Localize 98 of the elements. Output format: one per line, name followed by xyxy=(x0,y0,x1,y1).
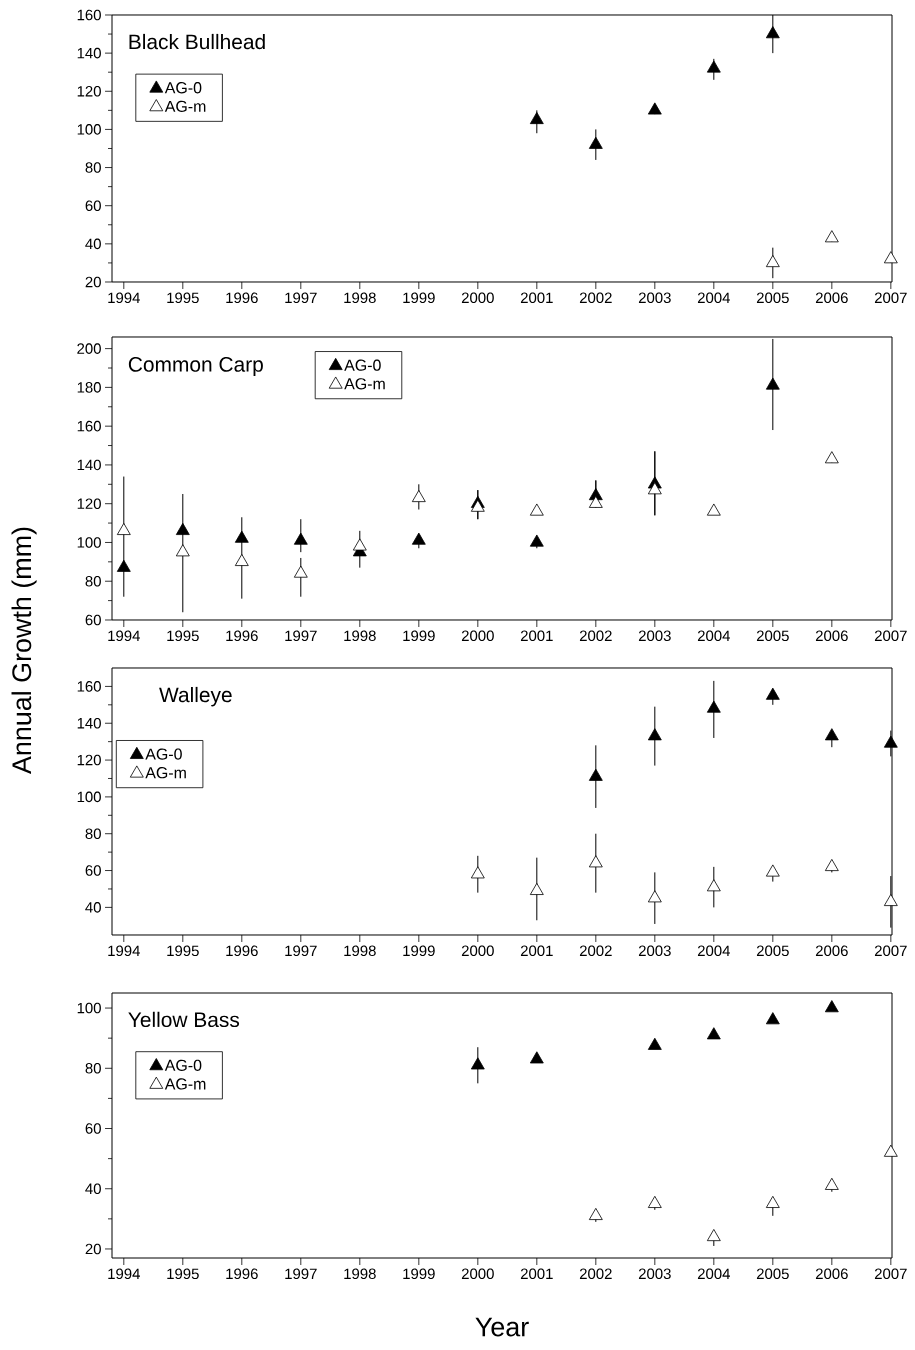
y-tick-label: 100 xyxy=(77,791,101,803)
y-tick-label: 40 xyxy=(85,238,101,250)
x-tick-label: 2003 xyxy=(638,292,671,304)
x-tick-label: 2005 xyxy=(756,945,789,957)
x-tick-label: 2004 xyxy=(697,630,730,642)
x-tick-label: 1994 xyxy=(108,292,140,304)
y-tick-label: 200 xyxy=(77,343,101,354)
x-tick-label: 2004 xyxy=(697,945,730,957)
y-tick-label: 80 xyxy=(85,575,101,587)
legend-label: AG-m xyxy=(145,767,186,779)
x-tick-label: 1997 xyxy=(285,945,317,957)
x-tick-label: 1998 xyxy=(344,630,376,642)
y-axis-title: Annual Growth (mm) xyxy=(11,527,37,775)
y-tick-label: 100 xyxy=(77,124,101,135)
y-tick-label: 20 xyxy=(85,1243,101,1255)
y-tick-label: 160 xyxy=(77,420,101,432)
y-tick-label: 60 xyxy=(85,1123,101,1134)
x-tick-label: 1996 xyxy=(226,1268,258,1280)
x-tick-label: 2003 xyxy=(638,630,671,642)
text: Yellow Bass xyxy=(128,1011,240,1028)
y-tick-label: 80 xyxy=(85,162,101,173)
x-tick-label: 2000 xyxy=(461,945,494,957)
legend-label: AG-0 xyxy=(164,1059,202,1071)
x-tick-label: 2000 xyxy=(461,1268,494,1280)
x-tick-label: 2007 xyxy=(874,292,907,304)
x-tick-label: 1997 xyxy=(285,292,317,304)
legend-label: AG-m xyxy=(164,1078,206,1090)
x-tick-label: 1995 xyxy=(167,945,199,957)
x-tick-label: 2002 xyxy=(579,945,612,957)
x-tick-label: 1999 xyxy=(403,1268,435,1280)
x-tick-label: 2002 xyxy=(579,1268,612,1280)
y-tick-label: 140 xyxy=(77,459,101,471)
x-tick-label: 1995 xyxy=(167,292,199,304)
y-tick-label: 60 xyxy=(85,865,101,876)
x-tick-label: 1998 xyxy=(344,292,376,304)
x-tick-label: 2004 xyxy=(697,1268,730,1280)
x-tick-label: 1999 xyxy=(403,630,435,642)
x-tick-label: 1997 xyxy=(285,1268,317,1280)
y-tick-label: 140 xyxy=(77,717,101,729)
x-tick-label: 1999 xyxy=(403,945,435,957)
text: Black Bullhead xyxy=(129,33,265,50)
y-tick-label: 120 xyxy=(77,85,101,97)
x-tick-label: 2006 xyxy=(815,945,848,957)
y-tick-label: 160 xyxy=(77,9,101,21)
x-tick-label: 1996 xyxy=(226,945,258,957)
x-tick-label: 2005 xyxy=(756,1268,789,1280)
y-tick-label: 20 xyxy=(85,276,101,288)
y-tick-label: 80 xyxy=(85,828,101,839)
text: Common Carp xyxy=(128,357,263,376)
x-tick-label: 1994 xyxy=(108,1268,140,1280)
y-tick-label: 40 xyxy=(85,1183,101,1195)
x-tick-label: 1994 xyxy=(108,630,140,642)
y-tick-label: 60 xyxy=(85,614,101,626)
x-tick-label: 1998 xyxy=(344,1268,376,1280)
text: Walleye xyxy=(159,686,232,707)
x-tick-label: 2004 xyxy=(697,292,730,304)
y-tick-label: 120 xyxy=(77,498,101,509)
x-tick-label: 1996 xyxy=(226,630,258,642)
x-tick-label: 2002 xyxy=(579,630,612,642)
x-tick-label: 2007 xyxy=(874,945,907,957)
legend-label: AG-m xyxy=(164,100,206,113)
legend-label: AG-m xyxy=(344,378,385,390)
x-tick-label: 2001 xyxy=(520,1268,553,1280)
x-tick-label: 1997 xyxy=(285,630,317,642)
y-tick-label: 100 xyxy=(77,1002,101,1014)
y-tick-label: 140 xyxy=(77,47,101,59)
y-tick-label: 180 xyxy=(77,382,101,393)
x-tick-label: 2001 xyxy=(520,945,553,957)
x-tick-label: 1994 xyxy=(108,945,140,957)
y-tick-label: 100 xyxy=(77,537,101,548)
x-tick-label: 2006 xyxy=(815,292,848,304)
x-tick-label: 2000 xyxy=(461,292,494,304)
x-tick-label: 2005 xyxy=(756,292,789,304)
y-tick-label: 120 xyxy=(77,754,101,766)
legend-label: AG-0 xyxy=(145,748,182,760)
x-tick-label: 2001 xyxy=(520,630,553,642)
x-tick-label: 1995 xyxy=(167,1268,199,1280)
x-axis-title: Year xyxy=(475,1317,529,1337)
x-tick-label: 2003 xyxy=(638,1268,671,1280)
legend-label: AG-0 xyxy=(344,359,381,371)
y-tick-label: 40 xyxy=(85,902,101,913)
x-tick-label: 2001 xyxy=(520,292,553,304)
x-tick-label: 2007 xyxy=(874,630,907,642)
x-tick-label: 2000 xyxy=(461,630,494,642)
y-tick-label: 60 xyxy=(85,200,101,211)
x-tick-label: 1998 xyxy=(344,945,376,957)
x-tick-label: 1996 xyxy=(226,292,258,304)
x-tick-label: 1999 xyxy=(403,292,435,304)
legend-label: AG-0 xyxy=(164,82,202,94)
x-tick-label: 2005 xyxy=(756,630,789,642)
x-tick-label: 1995 xyxy=(167,630,199,642)
x-tick-label: 2007 xyxy=(874,1268,907,1280)
y-tick-label: 80 xyxy=(85,1062,101,1074)
x-tick-label: 2003 xyxy=(638,945,671,957)
y-tick-label: 160 xyxy=(77,681,101,692)
x-tick-label: 2002 xyxy=(579,292,612,304)
x-tick-label: 2006 xyxy=(815,630,848,642)
x-tick-label: 2006 xyxy=(815,1268,848,1280)
